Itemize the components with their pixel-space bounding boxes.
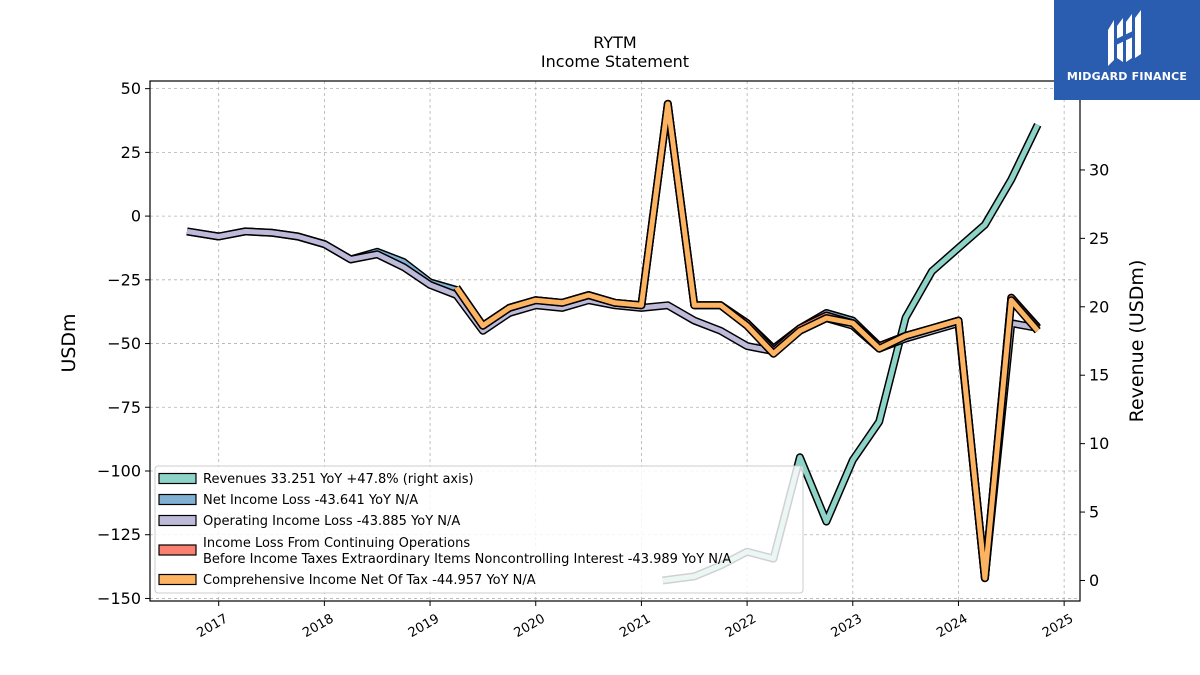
y-tick-label: −100 (97, 462, 141, 481)
midgard-logo-icon (1108, 10, 1141, 66)
x-tick-label: 2023 (829, 611, 865, 641)
x-tick-label: 2025 (1040, 611, 1076, 641)
legend-swatch (158, 472, 197, 485)
y2-tick-label: 25 (1089, 229, 1109, 248)
y2-tick-label: 10 (1089, 434, 1109, 453)
y-tick-label: 25 (121, 143, 141, 162)
plot-frame (149, 80, 1081, 602)
x-tick-label: 2024 (934, 611, 970, 641)
y2-tick-label: 20 (1089, 297, 1109, 316)
legend-entry: Comprehensive Income Net Of Tax -44.957 … (203, 573, 536, 588)
legend-entry: Income Loss From Continuing Operations Be… (203, 536, 731, 567)
series-line (454, 101, 1040, 581)
plot-series (186, 99, 1042, 585)
x-tick-label: 2018 (300, 611, 336, 641)
midgard-finance-logo: MIDGARD FINANCE (1054, 0, 1200, 100)
x-tick-label: 2020 (512, 611, 548, 641)
y-tick-label: −75 (107, 398, 141, 417)
series-5 (453, 99, 1041, 583)
y2-tick-label: 0 (1089, 571, 1099, 590)
x-tick-label: 2019 (406, 611, 442, 641)
legend-swatch (158, 493, 197, 506)
legend: Revenues 33.251 YoY +47.8% (right axis) N… (154, 465, 804, 594)
logo-text: MIDGARD FINANCE (1066, 70, 1188, 83)
legend-entry: Revenues 33.251 YoY +47.8% (right axis) (203, 472, 474, 487)
x-tick-label: 2022 (723, 611, 759, 641)
y-tick-label: −25 (107, 270, 141, 289)
legend-swatch (158, 514, 197, 527)
y-tick-label: −150 (97, 589, 141, 608)
legend-swatch (158, 544, 197, 556)
y2-axis-label: Revenue (USDm) (1126, 260, 1148, 423)
y-tick-label: 0 (131, 207, 141, 226)
y-axis-label: USDm (58, 313, 80, 372)
legend-swatch (158, 573, 197, 586)
y2-tick-label: 5 (1089, 503, 1099, 522)
legend-entry: Net Income Loss -43.641 YoY N/A (203, 493, 418, 508)
x-tick-label: 2017 (195, 611, 231, 641)
chart-title: RYTM (593, 33, 636, 52)
chart-subtitle: Income Statement (541, 52, 689, 71)
legend-box (154, 465, 804, 594)
y2-tick-label: 15 (1089, 366, 1109, 385)
x-tick-label: 2021 (617, 611, 653, 641)
y2-tick-label: 30 (1089, 160, 1109, 179)
y-tick-label: −50 (107, 334, 141, 353)
legend-entry: Operating Income Loss -43.885 YoY N/A (203, 514, 460, 529)
y-tick-label: 50 (121, 79, 141, 98)
y-tick-label: −125 (97, 525, 141, 544)
